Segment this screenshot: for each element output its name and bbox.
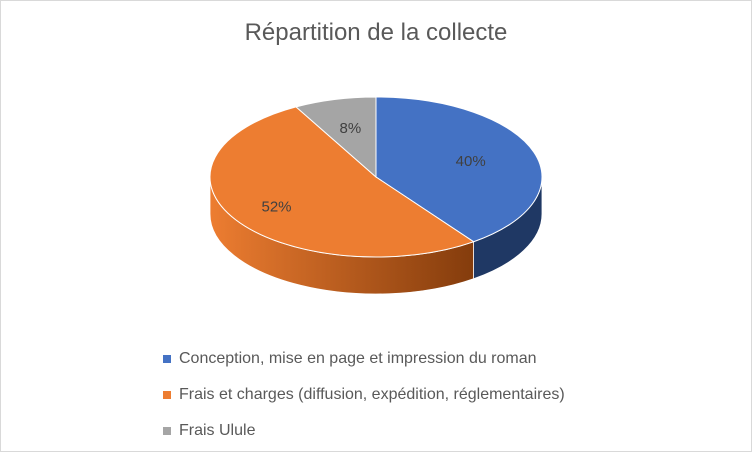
pie-slice-frais-charges (209, 106, 475, 258)
pie-chart: 40% 52% 8% (209, 96, 543, 295)
legend-item-frais-ulule: Frais Ulule (163, 413, 565, 449)
legend-item-frais-charges: Frais et charges (diffusion, expédition,… (163, 377, 565, 413)
chart-title: Répartition de la collecte (244, 19, 508, 46)
legend-swatch-frais-ulule (163, 427, 171, 435)
legend-label-frais-ulule: Frais Ulule (179, 422, 256, 439)
legend-swatch-conception (163, 355, 171, 363)
pie-slice-frais-ulule (294, 96, 377, 179)
legend: Conception, mise en page et impression d… (163, 341, 565, 449)
data-label-conception: 40% (456, 153, 486, 170)
pie-slice-conception (375, 96, 543, 243)
data-label-frais-ulule: 8% (340, 120, 362, 137)
legend-label-conception: Conception, mise en page et impression d… (179, 350, 537, 367)
legend-swatch-frais-charges (163, 391, 171, 399)
legend-item-conception: Conception, mise en page et impression d… (163, 341, 565, 377)
legend-label-frais-charges: Frais et charges (diffusion, expédition,… (179, 386, 565, 403)
data-label-frais-charges: 52% (261, 198, 291, 215)
